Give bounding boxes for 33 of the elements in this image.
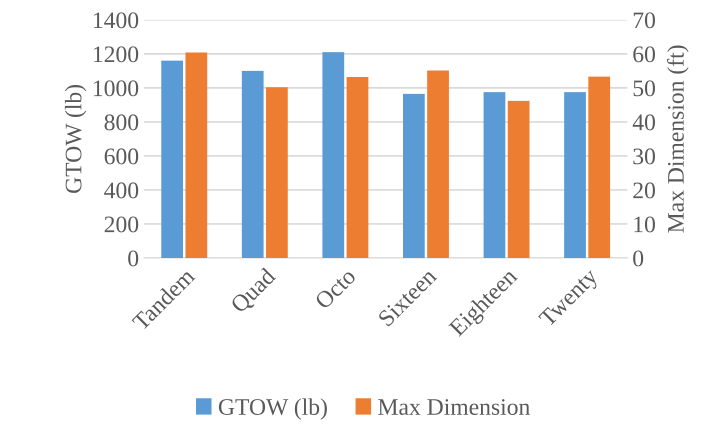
bar: [266, 87, 288, 258]
y2-tick-label: 10: [634, 216, 655, 232]
y-tick-label: 600: [104, 148, 138, 164]
legend-label: Max Dimension: [378, 399, 530, 415]
bar: [427, 70, 449, 258]
y2-tick-label: 20: [633, 182, 655, 198]
y2-tick-label: 40: [632, 114, 655, 130]
bar: [322, 52, 344, 258]
y2-tick-label: 60: [633, 46, 655, 62]
bar: [402, 94, 425, 258]
y2-axis-title: Max Dimension (ft): [666, 46, 689, 233]
y-tick-label: 400: [104, 182, 138, 198]
bar: [346, 77, 368, 258]
bar: [564, 92, 586, 258]
y-tick-label: 1400: [94, 12, 138, 28]
x-tick-label: Octo: [314, 267, 356, 310]
bar: [508, 100, 530, 258]
y-tick-label: 200: [104, 216, 138, 232]
y-axis-title: GTOW (lb): [64, 84, 86, 193]
bar: [242, 70, 264, 258]
y2-tick-label: 30: [633, 148, 655, 164]
bar: [185, 52, 208, 258]
bar: [161, 60, 184, 258]
y-tick-label: 1000: [94, 80, 138, 96]
legend-label: GTOW (lb): [218, 398, 327, 420]
y2-tick-label: 0: [633, 250, 644, 266]
y-tick-label: 0: [128, 250, 138, 266]
y2-tick-label: 50: [634, 80, 655, 96]
y-tick-label: 1200: [94, 46, 138, 62]
y2-tick-label: 70: [634, 12, 655, 28]
bar: [484, 92, 506, 258]
bar: [588, 76, 610, 258]
y-tick-label: 800: [104, 114, 138, 130]
